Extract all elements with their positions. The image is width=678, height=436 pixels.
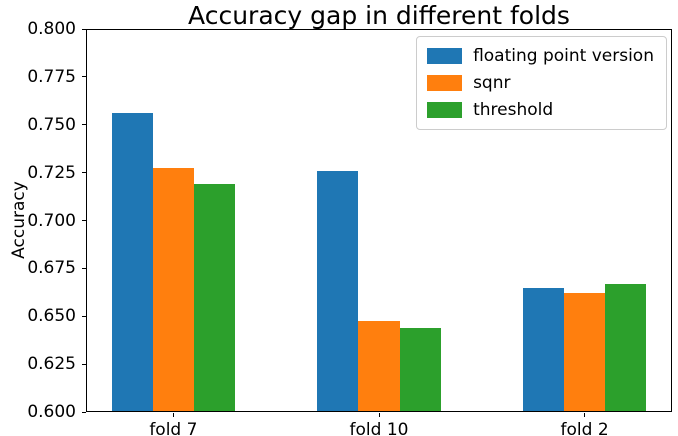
- y-tick-mark: [82, 411, 86, 413]
- y-tick-label: 0.800: [27, 19, 76, 39]
- legend-label: sqnr: [473, 73, 511, 93]
- y-tick-mark: [82, 220, 86, 221]
- chart-title: Accuracy gap in different folds: [188, 1, 570, 30]
- legend: floating point version sqnr threshold: [416, 36, 667, 130]
- legend-color-swatch: [427, 102, 463, 118]
- y-tick-label: 0.775: [27, 66, 76, 87]
- x-tick-mark: [378, 413, 380, 417]
- bar-floating-point-version-fold-10: [317, 170, 359, 411]
- y-tick-label: 0.700: [27, 210, 76, 231]
- legend-item: sqnr: [427, 73, 654, 93]
- bar-sqnr-fold-10: [358, 321, 400, 411]
- bar-sqnr-fold-2: [564, 293, 606, 411]
- x-tick-label: fold 7: [149, 420, 198, 436]
- y-tick-label: 0.650: [27, 306, 76, 327]
- bar-threshold-fold-2: [605, 283, 647, 411]
- legend-item: floating point version: [427, 46, 654, 66]
- y-tick-label: 0.625: [27, 354, 76, 375]
- y-tick-mark: [82, 315, 86, 317]
- y-tick-mark: [82, 172, 86, 174]
- y-tick-mark: [82, 76, 86, 78]
- y-tick-mark: [82, 124, 86, 126]
- legend-label: threshold: [473, 100, 554, 120]
- bar-floating-point-version-fold-7: [111, 113, 153, 411]
- bar-sqnr-fold-7: [152, 167, 194, 411]
- y-tick-mark: [82, 28, 86, 30]
- legend-color-swatch: [427, 75, 463, 91]
- bar-floating-point-version-fold-2: [522, 287, 565, 411]
- legend-color-swatch: [427, 48, 463, 64]
- x-tick-mark: [172, 413, 174, 417]
- bar-threshold-fold-10: [399, 327, 441, 411]
- x-tick-label: fold 2: [560, 420, 609, 436]
- x-tick-label: fold 10: [349, 420, 409, 436]
- y-tick-label: 0.750: [27, 114, 76, 135]
- x-tick-mark: [584, 413, 586, 417]
- legend-item: threshold: [427, 100, 654, 120]
- y-tick-mark: [82, 363, 86, 365]
- y-tick-label: 0.675: [27, 258, 76, 279]
- y-tick-label: 0.600: [27, 402, 76, 422]
- legend-label: floating point version: [473, 46, 654, 66]
- y-tick-mark: [82, 267, 86, 269]
- y-tick-label: 0.725: [27, 162, 76, 183]
- bar-threshold-fold-7: [193, 184, 236, 411]
